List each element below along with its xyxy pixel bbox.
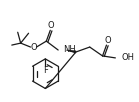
Text: NH: NH [63,45,76,54]
Text: F: F [43,66,48,75]
Text: O: O [30,43,37,52]
Polygon shape [66,50,76,53]
Text: OH: OH [121,53,134,62]
Text: O: O [48,21,55,30]
Text: O: O [104,36,111,45]
